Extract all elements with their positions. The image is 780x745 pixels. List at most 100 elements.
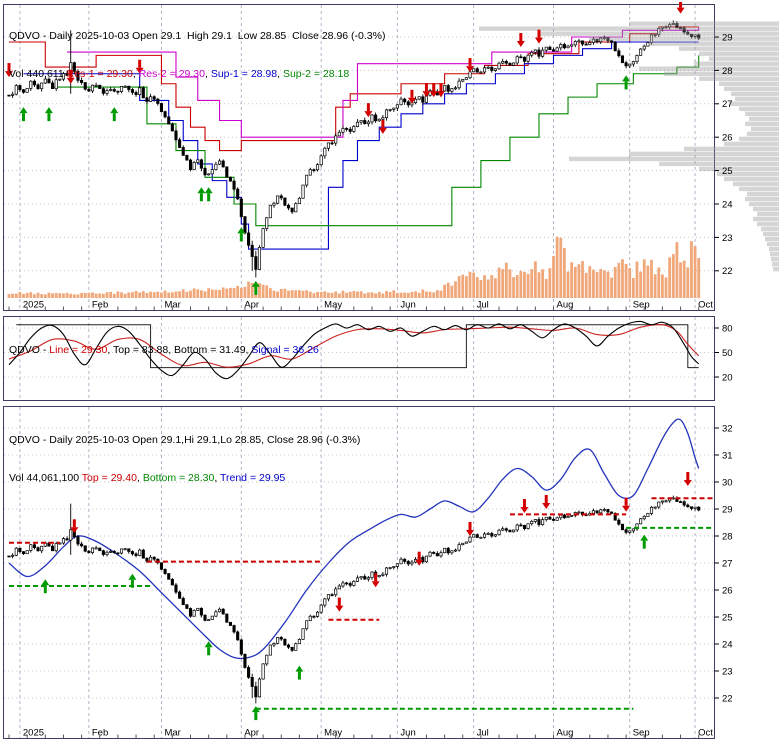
panel-oscillator: 80 50 20 QDVO - Line = 29.30, Top = 83.88,… xyxy=(1,316,779,402)
y-tick-label: 26 xyxy=(722,585,733,596)
sell-arrows xyxy=(70,472,692,612)
series-state xyxy=(16,324,699,369)
legend-part: Top = 29.40 xyxy=(81,471,137,484)
y-tick-label: 22 xyxy=(722,693,733,704)
legend-part: , xyxy=(204,67,211,80)
sr-line-res-2 xyxy=(67,26,700,138)
candlesticks xyxy=(7,20,701,278)
x-tick-label: Jul xyxy=(477,728,489,739)
y-tick-label: 30 xyxy=(722,477,733,488)
legend-part: Top = 83.88 xyxy=(113,344,169,356)
x-tick-label: May xyxy=(324,728,342,739)
price-chart-plot[interactable]: 2025 Feb Mar Apr May Jun Jul Aug Sep Oct292827262… xyxy=(1,2,779,314)
legend-part: Trend = 29.95 xyxy=(219,471,286,484)
grid: 2025 Feb Mar Apr May Jun Jul Aug Sep Oct xyxy=(4,5,713,311)
legend-part: Bottom = 28.30 xyxy=(142,471,215,484)
legend-part: , xyxy=(107,344,114,356)
sr-line-sup-1 xyxy=(23,41,699,250)
legend-part: , xyxy=(277,67,283,80)
y-tick-label: 20 xyxy=(722,372,733,383)
x-tick-label: Sep xyxy=(633,300,650,311)
price-axis: 29 28 27 26 25 24 23 22 xyxy=(714,32,733,277)
y-tick-label: 27 xyxy=(722,558,733,569)
x-tick-label: Apr xyxy=(244,728,259,739)
y-tick-label: 28 xyxy=(722,531,733,542)
y-tick-label: 24 xyxy=(722,639,733,650)
trend-chart-plot[interactable]: 2025 Feb Mar Apr May Jun Jul Aug Sep Oct 32 31 30 29 2… xyxy=(1,406,779,744)
x-tick-label: Aug xyxy=(557,728,574,739)
oscillator-plot[interactable]: 80 50 20 xyxy=(1,316,779,402)
sell-arrows xyxy=(5,2,685,134)
y-tick-label: 26 xyxy=(722,133,733,144)
y-tick-label: 29 xyxy=(722,504,733,515)
panel-daily-price-sr: 2025 Feb Mar Apr May Jun Jul Aug Sep Oct 29 28 27 26 2… xyxy=(1,2,779,314)
x-tick-label: Feb xyxy=(92,728,108,739)
x-tick-label: Jun xyxy=(400,728,415,739)
x-tick-label: Jul xyxy=(477,300,489,311)
legend-part: Bottom = 31.49 xyxy=(174,344,246,356)
legend-part: Vol 440,611 xyxy=(9,67,67,80)
x-tick-label: 2025 xyxy=(23,300,44,311)
panel1-title: QDVO - Daily 2025-10-03 Open 29.1 High 2… xyxy=(9,30,386,42)
legend-part: Vol 44,061,100 xyxy=(9,471,82,484)
x-tick-label: Mar xyxy=(164,300,180,311)
legend-part: , xyxy=(214,471,220,484)
y-tick-label: 24 xyxy=(722,199,733,210)
legend-part: , xyxy=(132,67,139,80)
panel3-title: QDVO - Daily 2025-10-03 Open 29.1,Hi 29.… xyxy=(9,434,361,446)
panel1-legend: Vol 440,611 Res-1 = 29.30, Res-2 = 29.30… xyxy=(9,68,385,81)
series-signal xyxy=(8,324,700,368)
x-tick-label: Aug xyxy=(557,300,574,311)
y-tick-label: 28 xyxy=(722,66,733,77)
x-tick-label: Jun xyxy=(400,300,415,311)
volume-bars xyxy=(7,236,701,298)
legend-part: Res-1 = 29.30 xyxy=(66,67,133,80)
price-axis: 32 31 30 29 28 27 26 25 24 23 22 xyxy=(714,423,733,704)
volume-profile xyxy=(479,21,779,272)
x-tick-label: 2025 xyxy=(23,728,44,739)
x-tick-label: Oct xyxy=(698,728,713,739)
legend-part: , xyxy=(245,344,252,356)
panel3-header: QDVO - Daily 2025-10-03 Open 29.1,Hi 29.… xyxy=(9,409,360,509)
legend-part: Sup-2 = 28.18 xyxy=(282,67,350,80)
y-tick-label: 31 xyxy=(722,450,733,461)
panel-daily-price-trend: 2025 Feb Mar Apr May Jun Jul Aug Sep Oct 32 31 30 29 2… xyxy=(1,406,779,744)
y-tick-label: 25 xyxy=(722,612,733,623)
x-tick-label: Feb xyxy=(92,300,108,311)
legend-part: , xyxy=(136,471,143,484)
y-tick-label: 27 xyxy=(722,99,733,110)
trend-line xyxy=(8,418,700,660)
legend-part: , xyxy=(168,344,175,356)
candlesticks xyxy=(7,495,701,704)
y-tick-label: 25 xyxy=(722,166,733,177)
y-tick-label: 29 xyxy=(722,32,733,43)
grid: 2025 Feb Mar Apr May Jun Jul Aug Sep Oct xyxy=(4,407,713,739)
panel2-title: QDVO - Line = 29.30, Top = 83.88, Bottom… xyxy=(9,344,319,357)
buy-arrows xyxy=(41,534,649,721)
x-tick-label: May xyxy=(324,300,342,311)
y-tick-label: 23 xyxy=(722,233,733,244)
legend-part: Res-2 = 29.30 xyxy=(138,67,205,80)
legend-part: Sup-1 = 28.98 xyxy=(210,67,278,80)
x-tick-label: Oct xyxy=(698,300,713,311)
level-lines xyxy=(9,497,713,710)
legend-part: Line = 29.30 xyxy=(49,344,108,356)
legend-part: QDVO - xyxy=(9,344,50,356)
x-tick-label: Mar xyxy=(164,728,180,739)
panel2-header: QDVO - Line = 29.30, Top = 83.88, Bottom… xyxy=(9,319,319,382)
oscillator-lines xyxy=(8,320,700,380)
x-tick-label: Apr xyxy=(244,300,259,311)
sr-line-sup-2 xyxy=(52,55,700,227)
x-tick-label: Sep xyxy=(633,728,650,739)
support-resistance-lines xyxy=(9,26,700,250)
y-tick-label: 22 xyxy=(722,266,733,277)
y-tick-label: 23 xyxy=(722,666,733,677)
y-tick-label: 32 xyxy=(722,423,733,434)
panel3-legend: Vol 44,061,100 Top = 29.40, Bottom = 28.… xyxy=(9,472,360,485)
panel1-header: QDVO - Daily 2025-10-03 Open 29.1 High 2… xyxy=(9,5,385,105)
series-main xyxy=(8,320,700,380)
legend-part: Signal = 36.26 xyxy=(251,344,319,356)
y-tick-label: 50 xyxy=(722,348,733,359)
buy-arrows xyxy=(19,75,631,295)
